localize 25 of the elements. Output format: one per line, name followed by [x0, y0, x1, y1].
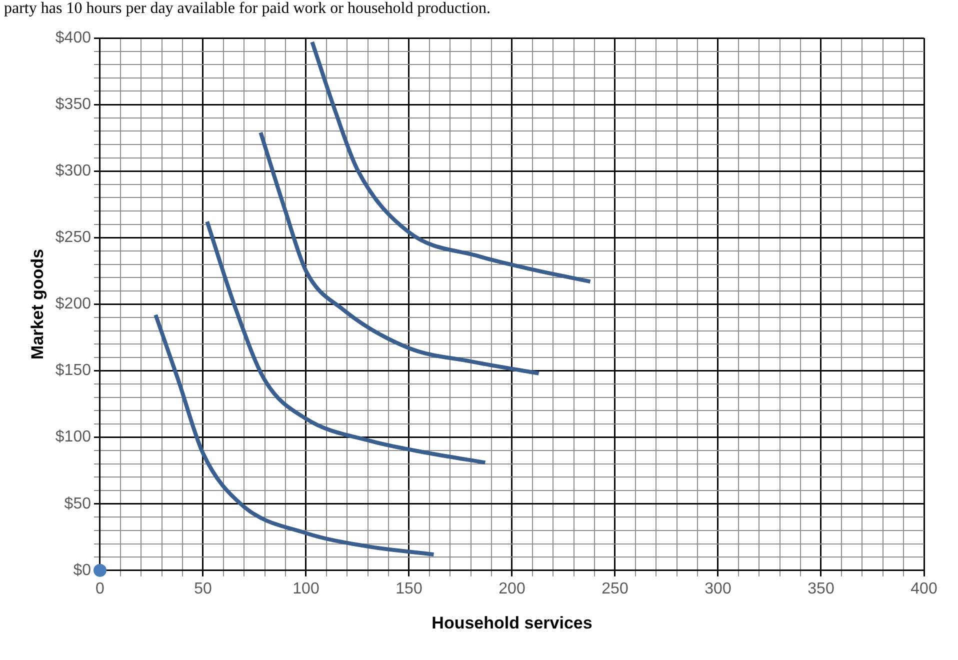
- x-tick-label: 200: [498, 580, 526, 598]
- x-axis-title: Household services: [432, 613, 592, 632]
- line-series: [154, 312, 436, 556]
- y-tick-label: $300: [55, 162, 92, 180]
- x-tick-label: 0: [96, 580, 105, 598]
- x-tick-label: 400: [910, 580, 938, 598]
- y-tick-label: $0: [73, 562, 92, 579]
- line-series: [258, 130, 541, 376]
- y-tick-label: $50: [64, 495, 92, 512]
- x-tick-label: 150: [396, 580, 422, 598]
- y-tick-label: $200: [55, 296, 92, 313]
- text: party has 10 hours per day available for paid work or household production.: [4, 0, 491, 18]
- y-tick-label: $150: [55, 362, 92, 380]
- y-tick-label: $350: [55, 96, 92, 113]
- y-tick-label: $400: [55, 29, 92, 46]
- x-tick-label: 100: [292, 580, 320, 598]
- x-tick-label: 250: [602, 580, 628, 598]
- x-tick-label: 350: [808, 580, 834, 598]
- line-series: [205, 220, 488, 465]
- x-tick-label: 50: [194, 580, 212, 598]
- y-tick-label: $250: [55, 229, 92, 246]
- y-axis-title: Market goods: [28, 248, 47, 360]
- x-tick-label: 300: [704, 580, 732, 598]
- line-series: [310, 40, 592, 284]
- y-tick-label: $100: [55, 428, 92, 446]
